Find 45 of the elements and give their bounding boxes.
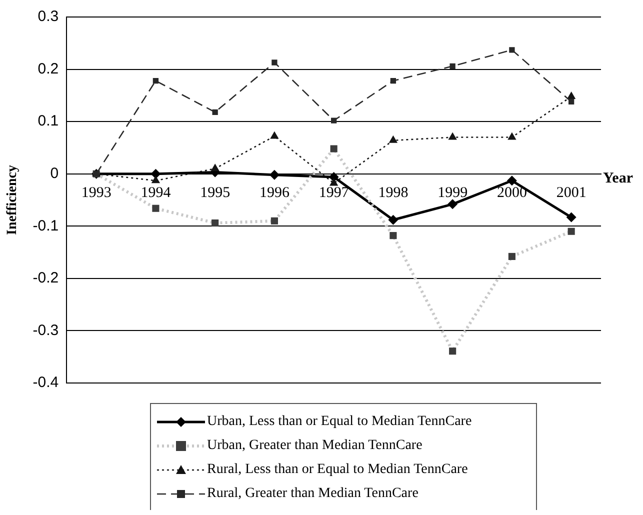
x-tick-label: 1993 [81,184,112,201]
y-tick-label: 0 [50,165,59,182]
x-tick-label: 1996 [259,184,290,201]
point [388,135,398,143]
point [212,109,218,115]
y-tick-label: 0.1 [38,112,59,130]
legend-label: Rural, Greater than Median TennCare [207,486,418,502]
legend-label: Rural, Less than or Equal to Median TennCare [207,462,468,478]
x-tick-label: 1994 [140,184,172,201]
point [329,178,338,186]
point [509,47,515,53]
y-tick-label: -0.4 [32,374,59,392]
point [450,63,456,69]
y-tick-label: -0.3 [32,322,59,339]
x-axis-title: Year [603,170,634,187]
point [151,176,160,184]
point [568,98,574,105]
x-tick-label: 2001 [556,184,586,201]
y-tick-label: -0.2 [32,270,59,287]
point [152,78,159,84]
point [390,78,396,84]
point [566,212,576,222]
legend-label: Urban, Less than or Equal to Median TennCare [207,414,472,430]
x-tick-label: 1995 [200,184,230,201]
y-tick-label: 0.3 [38,8,59,26]
point [269,170,280,180]
point [508,132,516,140]
point [448,199,458,210]
y-axis-title: Inefficiency [5,165,20,235]
point [150,168,161,179]
x-tick-label: 1997 [318,184,350,201]
legend-label: Urban, Greater than Median TennCare [207,438,422,454]
point [448,132,457,140]
x-tick-label: 1998 [378,184,408,201]
point [388,214,398,225]
y-tick-label: 0.2 [38,60,59,78]
point [328,172,339,182]
point [506,176,517,186]
point [566,91,576,99]
point [272,60,278,66]
x-tick-label: 1999 [438,184,468,201]
point [270,131,279,139]
y-tick-label: -0.1 [32,217,59,234]
point [210,164,220,172]
point [330,118,337,124]
